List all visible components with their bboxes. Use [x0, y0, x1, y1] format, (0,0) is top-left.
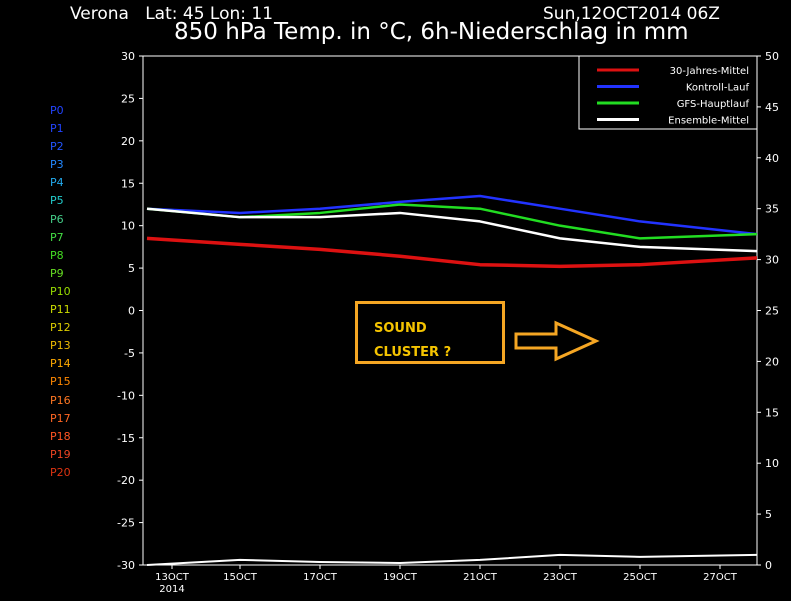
y-right-tick-label: 25 — [765, 305, 779, 318]
y-left-tick-label: -15 — [117, 432, 135, 445]
arrow-annotation — [514, 320, 600, 362]
location-label: Verona — [70, 4, 129, 24]
y-right-tick-label: 10 — [765, 457, 779, 470]
member-label: P3 — [50, 158, 64, 172]
x-tick-label: 27OCT — [703, 572, 738, 583]
member-label: P15 — [50, 375, 71, 389]
member-label: P20 — [50, 465, 71, 479]
legend-box — [578, 55, 758, 130]
member-label: P6 — [50, 212, 64, 226]
y-left-tick-label: 30 — [121, 50, 135, 63]
legend-label: Kontroll-Lauf — [686, 83, 750, 94]
member-label: P13 — [50, 339, 71, 353]
member-label: P9 — [50, 266, 64, 280]
member-label: P12 — [50, 321, 71, 335]
y-left-tick-label: -25 — [117, 517, 135, 530]
lines-layer — [146, 194, 758, 566]
y-left-tick-label: -10 — [117, 389, 135, 402]
y-left-tick-label: -20 — [117, 474, 135, 487]
y-left-tick-label: 5 — [128, 262, 135, 275]
annotation-line2: CLUSTER ? — [374, 345, 452, 360]
x-tick-label: 23OCT — [543, 572, 578, 583]
annotation-text: SOUND CLUSTER ? — [374, 317, 451, 365]
y-right-tick-label: 15 — [765, 406, 779, 419]
legend-label: Ensemble-Mittel — [668, 116, 749, 127]
series-line — [146, 194, 758, 236]
annotation-box — [355, 301, 505, 364]
member-label: P17 — [50, 411, 71, 425]
member-label: P2 — [50, 140, 64, 154]
y-left-tick-label: 10 — [121, 220, 135, 233]
series-line — [146, 207, 758, 253]
y-right-tick-label: 30 — [765, 254, 779, 267]
annotation-line1: SOUND — [374, 321, 427, 336]
run-date: Sun,12OCT2014 06Z — [543, 4, 720, 24]
y-left-tick-label: -30 — [117, 559, 135, 572]
y-right-tick-label: 20 — [765, 355, 779, 368]
y-right-tick-label: 35 — [765, 203, 779, 216]
y-right-tick-label: 5 — [765, 508, 772, 521]
member-label: P18 — [50, 429, 71, 443]
series-line — [146, 236, 758, 269]
y-left-tick-label: 20 — [121, 135, 135, 148]
y-left-tick-label: 15 — [121, 177, 135, 190]
legend-label: 30-Jahres-Mittel — [670, 66, 749, 77]
x-tick-label: 19OCT — [383, 572, 418, 583]
legend: 30-Jahres-Mittel Kontroll-Lauf GFS-Hauptla… — [578, 55, 758, 130]
x-tick-label: 15OCT — [223, 572, 258, 583]
member-label: P4 — [50, 176, 64, 190]
member-label: P10 — [50, 284, 71, 298]
coords-label: Lat: 45 Lon: 11 — [145, 4, 274, 24]
member-label: P0 — [50, 104, 64, 117]
location-coords: Verona Lat: 45 Lon: 11 — [70, 4, 273, 24]
y-left-tick-label: 25 — [121, 92, 135, 105]
y-left-tick-label: -5 — [124, 347, 135, 360]
ticks-layer: 302520151050-5-10-15-20-25-3050454035302… — [117, 50, 779, 595]
member-label: P5 — [50, 194, 64, 208]
y-right-tick-label: 45 — [765, 101, 779, 114]
member-label: P8 — [50, 248, 64, 262]
y-left-tick-label: 0 — [128, 305, 135, 318]
member-label: P1 — [50, 122, 64, 136]
member-label: P14 — [50, 357, 71, 371]
x-year-label: 2014 — [159, 584, 184, 595]
member-label: P11 — [50, 303, 71, 317]
series-line — [146, 203, 758, 240]
y-right-tick-label: 0 — [765, 559, 772, 572]
member-label: P7 — [50, 230, 64, 244]
member-list: P0 P1 P2 P3 P4 P5 P6 P7 P8 P9 P10 P11 P12 P13 P14 P15 P1… — [50, 102, 71, 482]
precip-mean-line — [146, 553, 758, 566]
x-tick-label: 13OCT — [155, 572, 190, 583]
x-tick-label: 21OCT — [463, 572, 498, 583]
legend-label: GFS-Hauptlauf — [677, 99, 750, 110]
x-tick-label: 25OCT — [623, 572, 658, 583]
x-tick-label: 17OCT — [303, 572, 338, 583]
member-label: P19 — [50, 447, 71, 461]
chart-title: 850 hPa Temp. in °C, 6h-Niederschlag in … — [174, 19, 689, 45]
member-label: P16 — [50, 393, 71, 407]
y-right-tick-label: 50 — [765, 50, 779, 63]
y-right-tick-label: 40 — [765, 152, 779, 165]
